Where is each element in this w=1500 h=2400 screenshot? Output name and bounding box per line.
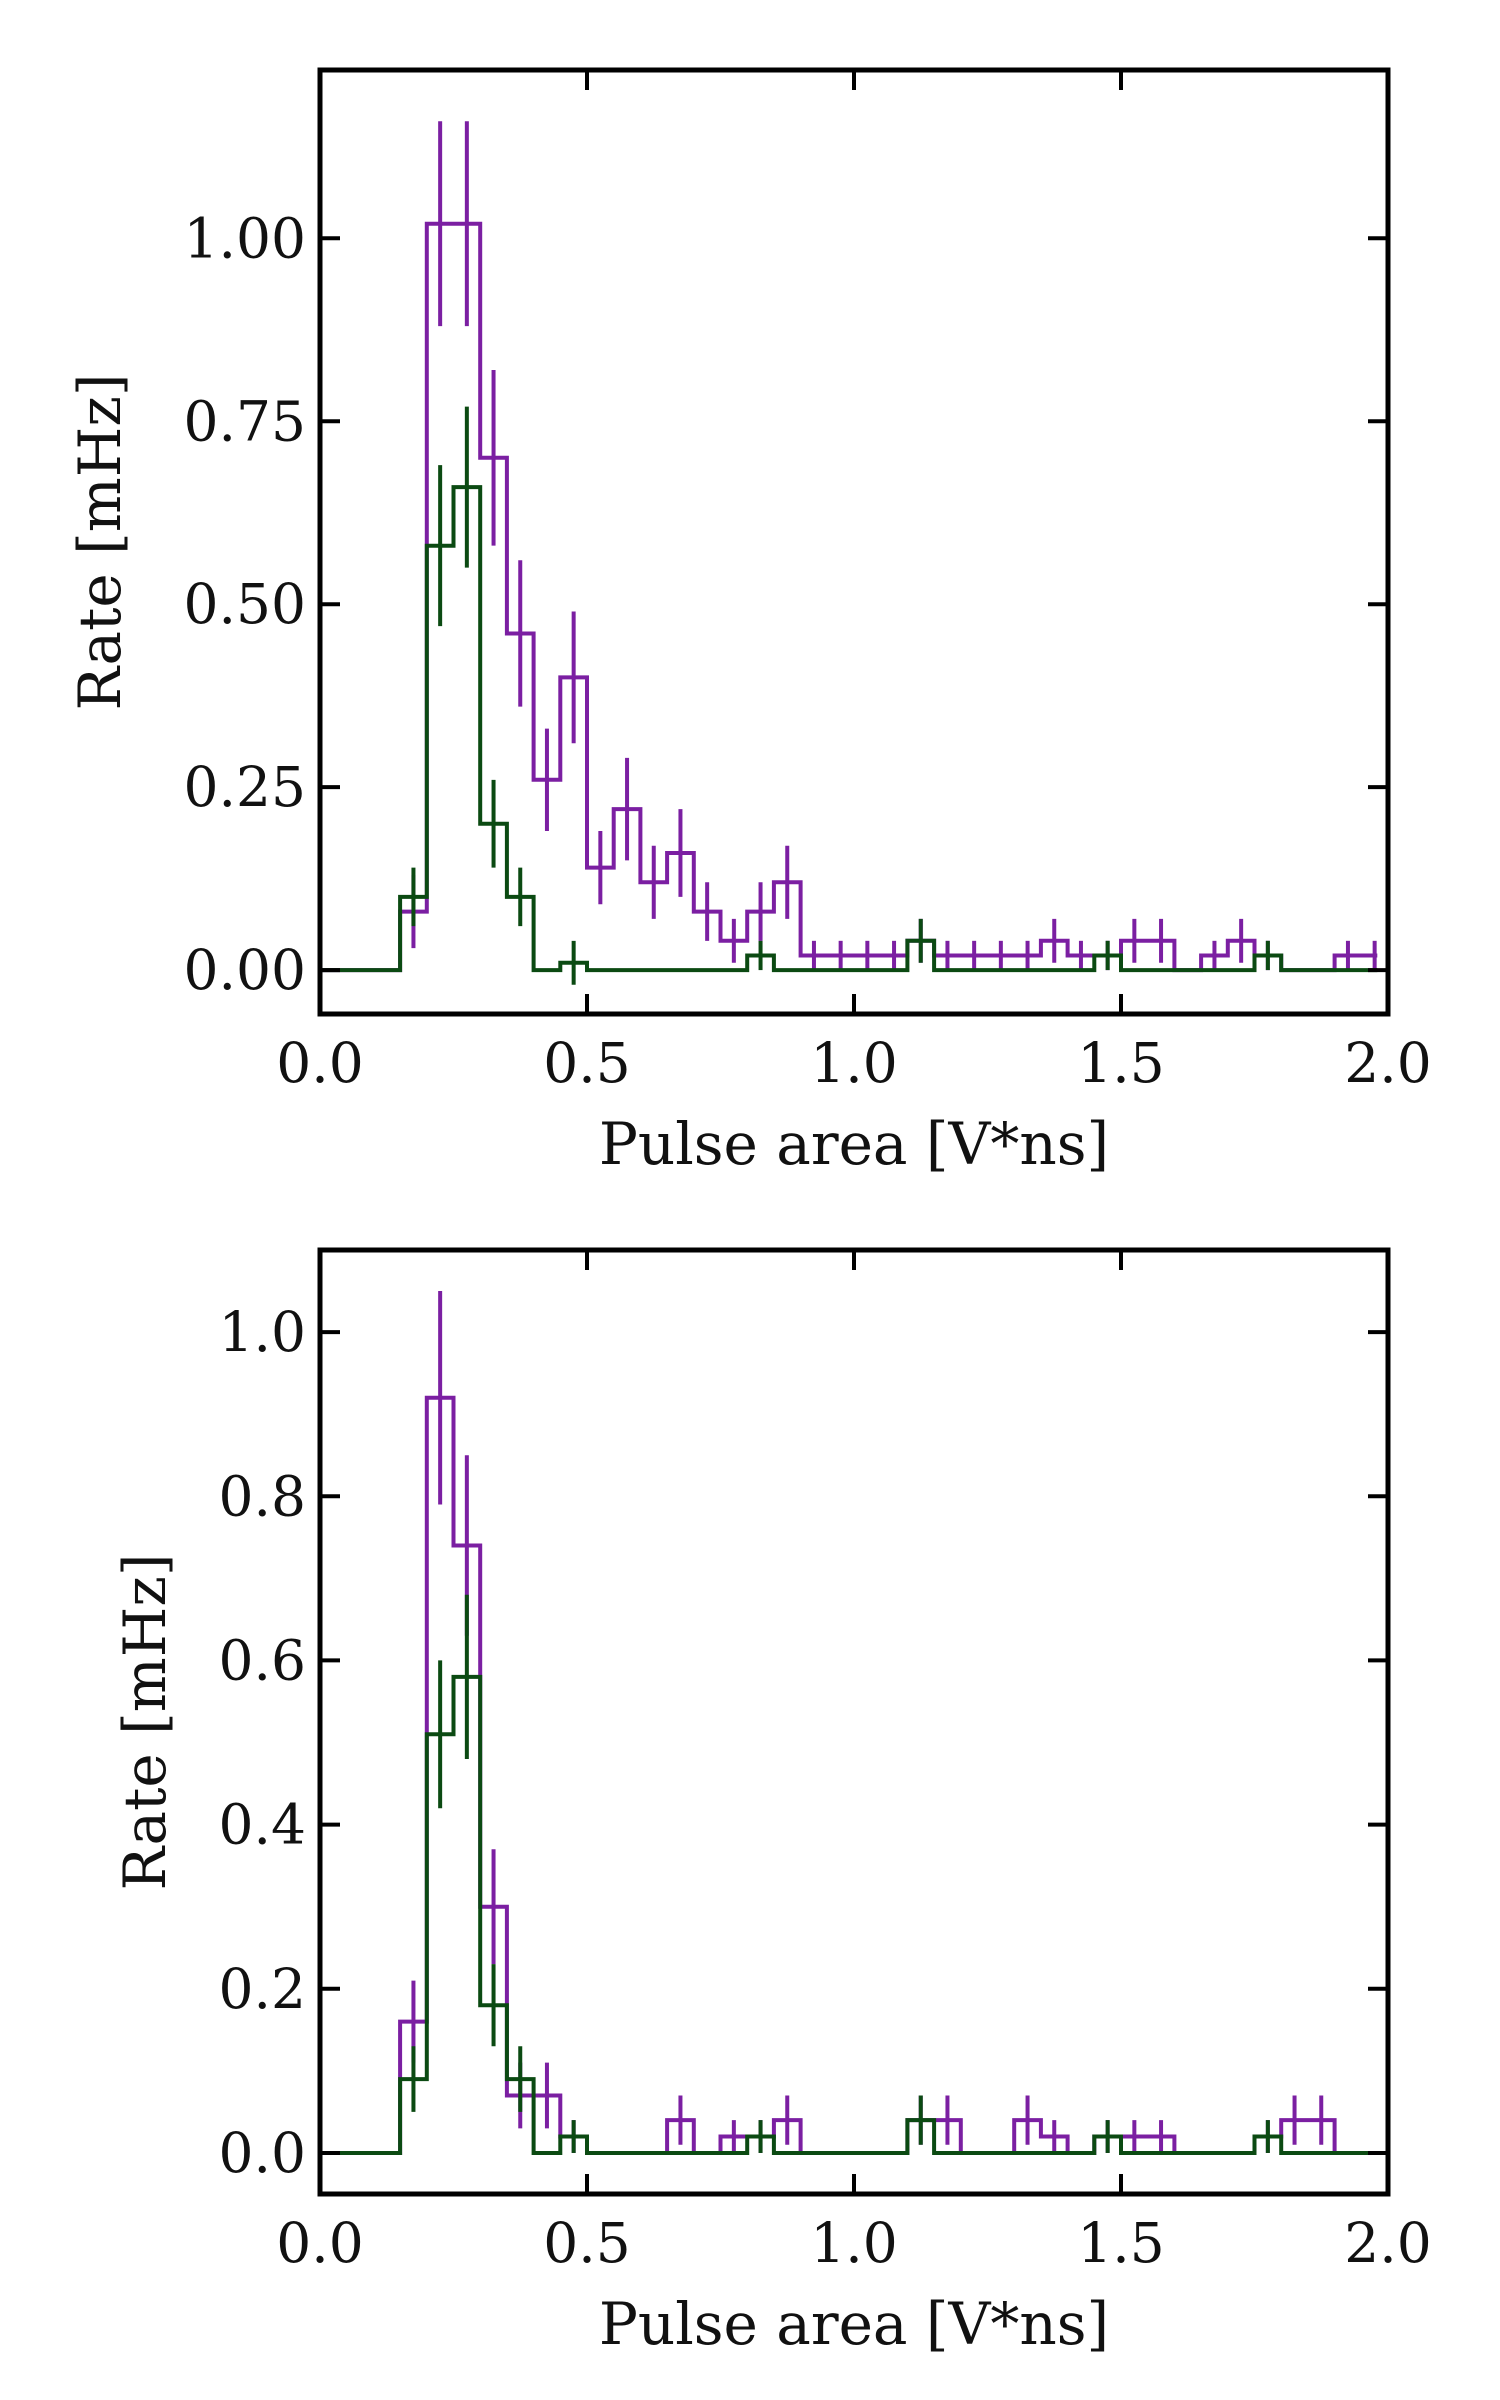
top-panel-purple-step-line [320, 221, 1378, 973]
top-panel-frame [317, 67, 1391, 1017]
x-tick-label: 0.5 [543, 1031, 630, 1095]
y-tick-label: 0.50 [184, 572, 306, 636]
y-tick-label: 0.25 [184, 755, 306, 819]
y-tick-label: 0.75 [184, 389, 306, 453]
top-panel-x-axis-label: Pulse area [V*ns] [599, 1110, 1109, 1178]
top-panel-green-step-line [320, 485, 1378, 973]
top-panel-y-axis-label: Rate [mHz] [66, 373, 134, 710]
bottom-panel: 0.0 0.5 1.0 1.5 2.0 0.0 0.2 0.4 0.6 0.8 … [111, 1247, 1432, 2358]
x-tick-label: 0.0 [276, 2211, 363, 2275]
bottom-panel-frame [317, 1247, 1391, 2197]
top-panel-y-tick-labels: 0.00 0.25 0.50 0.75 1.00 [184, 206, 306, 1002]
y-tick-label: 0.4 [219, 1793, 306, 1857]
x-tick-label: 1.5 [1077, 1031, 1164, 1095]
top-panel-x-tick-labels: 0.0 0.5 1.0 1.5 2.0 [276, 1031, 1431, 1095]
x-tick-label: 2.0 [1344, 1031, 1431, 1095]
bottom-panel-y-axis-label: Rate [mHz] [111, 1553, 179, 1890]
bottom-panel-x-tick-labels: 0.0 0.5 1.0 1.5 2.0 [276, 2211, 1431, 2275]
top-panel: 0.0 0.5 1.0 1.5 2.0 0.00 0.25 0.50 0.75 … [66, 67, 1432, 1178]
y-tick-label: 0.00 [184, 938, 306, 1002]
bottom-panel-x-axis-label: Pulse area [V*ns] [599, 2290, 1109, 2358]
x-tick-label: 1.0 [810, 2211, 897, 2275]
y-tick-label: 0.6 [219, 1628, 306, 1692]
x-tick-label: 2.0 [1344, 2211, 1431, 2275]
x-tick-label: 0.5 [543, 2211, 630, 2275]
y-tick-label: 1.0 [219, 1300, 306, 1364]
x-tick-label: 0.0 [276, 1031, 363, 1095]
bottom-panel-green-step-line [320, 1674, 1378, 2155]
x-tick-label: 1.5 [1077, 2211, 1164, 2275]
top-panel-series [320, 121, 1378, 985]
y-tick-label: 0.2 [219, 1957, 306, 2021]
bottom-panel-y-tick-labels: 0.0 0.2 0.4 0.6 0.8 1.0 [219, 1300, 306, 2185]
x-tick-label: 1.0 [810, 1031, 897, 1095]
y-tick-label: 0.8 [219, 1464, 306, 1528]
bottom-panel-series [320, 1291, 1378, 2155]
y-tick-label: 0.0 [219, 2121, 306, 2185]
y-tick-label: 1.00 [184, 206, 306, 270]
